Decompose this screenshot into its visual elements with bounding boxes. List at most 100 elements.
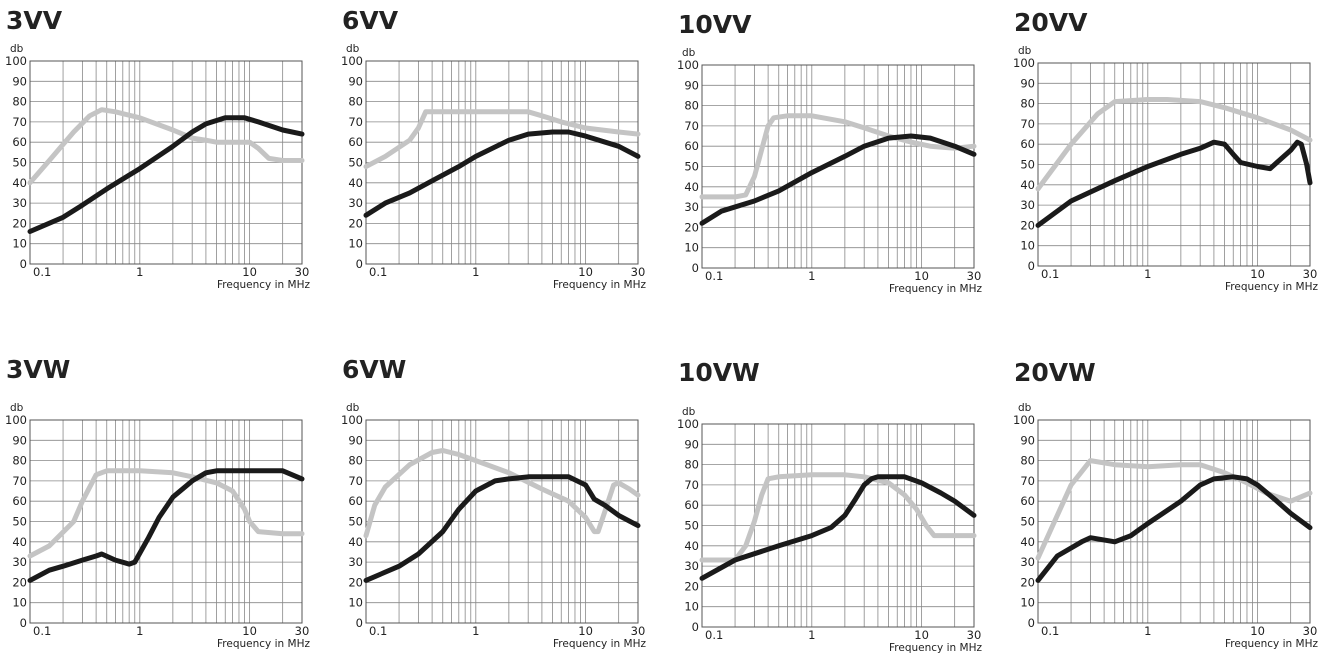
y-tick-label: 0 [356, 616, 363, 630]
y-tick-label: 90 [348, 433, 363, 447]
y-tick-label: 30 [1020, 555, 1035, 569]
y-tick-label: 70 [348, 115, 363, 129]
y-axis-label: db [682, 47, 696, 59]
y-tick-label: 100 [5, 54, 27, 68]
plot-frame [701, 64, 975, 269]
y-tick-label: 80 [1020, 454, 1035, 468]
x-tick-label: 30 [967, 628, 982, 642]
y-tick-label: 40 [12, 176, 27, 190]
x-axis-label: Frequency in MHz [889, 283, 982, 295]
x-tick-label: 1 [136, 265, 143, 279]
series-line-black [27, 115, 305, 234]
y-tick-label: 100 [341, 54, 363, 68]
y-tick-label: 90 [12, 74, 27, 88]
y-tick-label: 20 [684, 220, 699, 234]
series-line-black [1035, 474, 1313, 583]
y-tick-label: 30 [684, 200, 699, 214]
y-tick-label: 10 [12, 596, 27, 610]
chart-title: 6VV [342, 6, 399, 35]
y-tick-label: 0 [20, 616, 27, 630]
x-tick-label: 30 [1303, 267, 1318, 281]
y-tick-label: 50 [1020, 515, 1035, 529]
x-axis-label: Frequency in MHz [889, 642, 982, 654]
series-line-gray [27, 468, 305, 559]
y-tick-label: 0 [20, 257, 27, 271]
y-axis-label: db [10, 43, 24, 55]
y-tick-label: 100 [1013, 413, 1035, 427]
y-tick-label: 70 [1020, 117, 1035, 131]
x-tick-label: 1 [472, 265, 479, 279]
y-tick-label: 40 [684, 180, 699, 194]
x-tick-label: 10 [914, 628, 929, 642]
x-axis-label: Frequency in MHz [217, 638, 310, 650]
y-tick-label: 0 [692, 620, 699, 634]
y-tick-label: 30 [12, 555, 27, 569]
y-tick-label: 50 [12, 515, 27, 529]
y-tick-label: 10 [1020, 239, 1035, 253]
plot-frame [1037, 419, 1311, 624]
x-tick-label: 1 [136, 624, 143, 638]
y-tick-label: 80 [12, 454, 27, 468]
y-axis-label: db [1018, 45, 1032, 57]
x-axis-label: Frequency in MHz [553, 638, 646, 650]
y-tick-label: 10 [348, 237, 363, 251]
chart-title: 3VV [6, 6, 63, 35]
y-tick-label: 30 [348, 555, 363, 569]
y-tick-label: 100 [1013, 56, 1035, 70]
series-line-gray [363, 109, 641, 170]
x-tick-label: 10 [578, 265, 593, 279]
y-tick-label: 70 [684, 478, 699, 492]
x-axis-label: Frequency in MHz [1225, 638, 1318, 650]
y-tick-label: 30 [12, 196, 27, 210]
x-tick-label: 0.1 [1041, 267, 1059, 281]
y-tick-label: 0 [1028, 259, 1035, 273]
x-tick-label: 30 [631, 624, 646, 638]
y-tick-label: 90 [684, 437, 699, 451]
y-tick-label: 60 [12, 135, 27, 149]
y-tick-label: 60 [348, 494, 363, 508]
series-line-black [363, 474, 641, 583]
y-axis-label: db [1018, 402, 1032, 414]
x-tick-label: 0.1 [1041, 624, 1059, 638]
x-tick-label: 1 [1144, 624, 1151, 638]
y-axis-label: db [682, 406, 696, 418]
y-axis-label: db [346, 402, 360, 414]
y-tick-label: 20 [348, 575, 363, 589]
y-tick-label: 50 [12, 156, 27, 170]
y-tick-label: 20 [1020, 575, 1035, 589]
x-tick-label: 30 [295, 624, 310, 638]
y-tick-label: 50 [1020, 158, 1035, 172]
y-tick-label: 100 [677, 417, 699, 431]
y-tick-label: 40 [1020, 535, 1035, 549]
y-tick-label: 30 [348, 196, 363, 210]
x-axis-label: Frequency in MHz [217, 279, 310, 291]
y-tick-label: 0 [1028, 616, 1035, 630]
y-tick-label: 30 [1020, 198, 1035, 212]
series-line-gray [699, 113, 977, 200]
y-tick-label: 40 [12, 535, 27, 549]
x-tick-label: 10 [242, 265, 257, 279]
plot-frame [701, 423, 975, 628]
x-tick-label: 10 [1250, 624, 1265, 638]
y-tick-label: 100 [5, 413, 27, 427]
y-tick-label: 70 [348, 474, 363, 488]
chart-title: 6VW [342, 355, 407, 384]
y-tick-label: 50 [348, 156, 363, 170]
y-tick-label: 0 [692, 261, 699, 275]
y-tick-label: 20 [684, 579, 699, 593]
y-tick-label: 80 [348, 454, 363, 468]
series-line-gray [699, 472, 977, 563]
chart-title: 10VV [678, 10, 752, 39]
plot-frame [29, 419, 303, 624]
x-tick-label: 0.1 [369, 624, 387, 638]
y-tick-label: 10 [12, 237, 27, 251]
y-tick-label: 90 [1020, 76, 1035, 90]
y-tick-label: 90 [12, 433, 27, 447]
y-axis-label: db [10, 402, 24, 414]
